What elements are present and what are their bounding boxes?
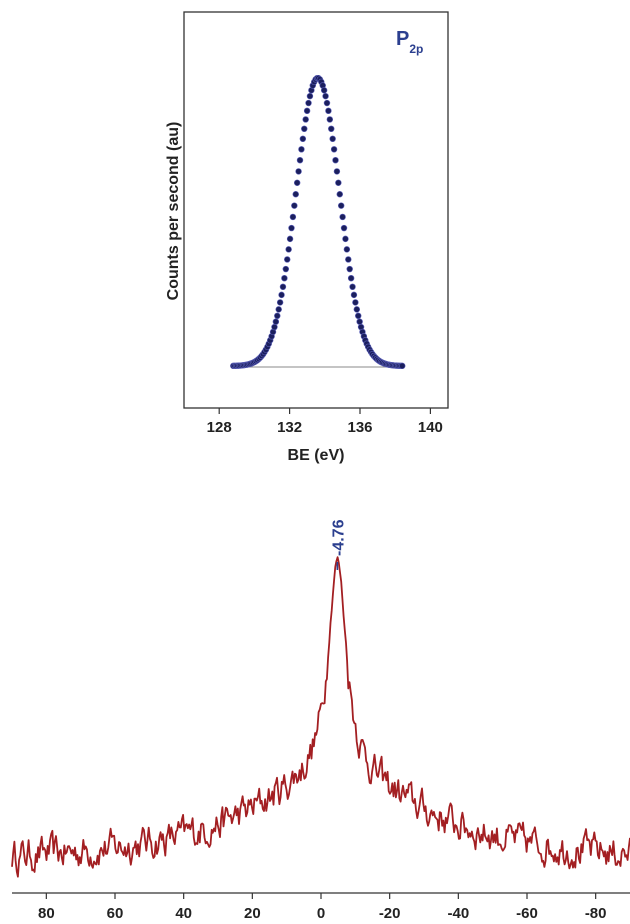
spectrum-x-tick-label: 20 (244, 905, 261, 922)
xps-x-ticks: 128 132 136 140 (207, 408, 443, 436)
xps-data-point (342, 235, 349, 243)
xps-x-tick-label: 132 (277, 419, 302, 436)
peak-annotation: -4.76 (330, 519, 347, 570)
xps-data-point (286, 235, 294, 243)
xps-data-point (323, 99, 331, 107)
xps-data-point (282, 265, 290, 273)
spectrum-chart: 80 60 40 20 0 -20 -40 -60 -80 -4.76 (11, 519, 630, 922)
xps-data-point (399, 362, 406, 370)
xps-data-point (274, 312, 281, 319)
xps-data-point (279, 283, 287, 290)
xps-annotation-main: P (396, 28, 409, 50)
xps-data-point (295, 168, 302, 175)
xps-data-point (349, 283, 356, 290)
spectrum-line (11, 556, 630, 878)
xps-data-point (298, 146, 305, 153)
xps-data-point (303, 107, 311, 115)
xps-annotation: P2p (396, 28, 423, 56)
xps-data-point (335, 179, 342, 186)
xps-data-point (306, 92, 314, 100)
spectrum-x-tick-label: -20 (379, 905, 401, 922)
xps-data-point (353, 306, 361, 313)
xps-data-point (356, 318, 363, 325)
xps-data-point (285, 246, 292, 253)
xps-data-point (276, 299, 284, 306)
xps-data-point (275, 306, 282, 313)
xps-data-point (337, 202, 345, 209)
xps-y-axis-title: Counts per second (au) (165, 122, 182, 301)
xps-data-point (340, 224, 348, 232)
xps-data-point (291, 202, 298, 209)
xps-data-point (278, 291, 285, 299)
xps-data-point (330, 146, 338, 153)
xps-data-point (292, 191, 299, 198)
spectrum-x-tick-label: 80 (38, 905, 55, 922)
spectrum-x-tick-label: 0 (317, 905, 325, 922)
xps-data-point (271, 323, 278, 331)
xps-data-point (352, 299, 359, 306)
xps-data-points (230, 74, 406, 370)
xps-data-point (326, 116, 334, 123)
xps-plot-frame (183, 11, 449, 409)
xps-data-point (305, 99, 312, 107)
xps-data-point (281, 274, 288, 282)
xps-data-point (346, 265, 353, 273)
xps-x-tick-label: 140 (418, 419, 443, 436)
xps-data-point (336, 191, 343, 198)
xps-data-point (343, 246, 351, 253)
spectrum-x-tick-label: -40 (447, 905, 469, 922)
spectrum-x-tick-label: -80 (585, 905, 607, 922)
xps-data-point (350, 291, 358, 299)
xps-data-point (339, 213, 346, 221)
xps-data-point (299, 135, 307, 143)
xps-data-point (272, 318, 280, 325)
xps-data-point (333, 168, 341, 175)
xps-data-point (322, 92, 329, 100)
xps-data-point (289, 213, 297, 221)
xps-data-point (284, 256, 291, 263)
xps-data-point (345, 256, 352, 263)
xps-data-point (347, 274, 355, 282)
xps-data-point (301, 125, 308, 133)
xps-annotation-sub: 2p (409, 42, 423, 56)
xps-data-point (296, 157, 304, 164)
xps-data-point (288, 224, 295, 232)
spectrum-x-tick-label: 40 (175, 905, 192, 922)
xps-x-tick-label: 136 (347, 419, 372, 436)
xps-data-point (325, 107, 332, 115)
xps-data-point (355, 312, 362, 319)
xps-data-point (328, 125, 335, 133)
xps-chart: 128 132 136 140 P2p BE (eV) Counts per seco… (165, 11, 449, 464)
spectrum-x-ticks: 80 60 40 20 0 -20 -40 -60 -80 (38, 893, 607, 922)
spectrum-x-tick-label: 60 (107, 905, 124, 922)
xps-data-point (332, 157, 339, 164)
peak-label: -4.76 (330, 519, 347, 556)
xps-data-point (302, 116, 309, 123)
xps-x-tick-label: 128 (207, 419, 232, 436)
xps-data-point (293, 179, 301, 186)
xps-data-point (320, 87, 328, 94)
xps-data-point (329, 135, 336, 143)
xps-x-axis-title: BE (eV) (288, 447, 345, 464)
spectrum-x-tick-label: -60 (516, 905, 538, 922)
